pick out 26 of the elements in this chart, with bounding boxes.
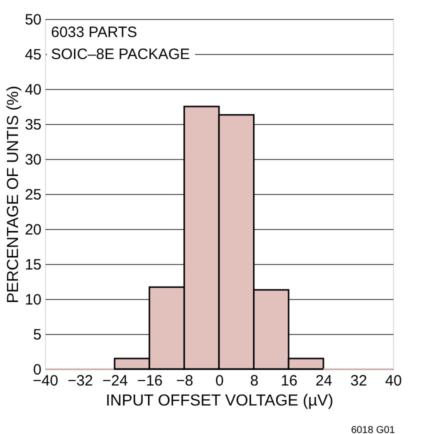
annotation: 6033 PARTS <box>51 24 138 41</box>
y-tick-label: 30 <box>24 152 42 168</box>
text: 6018 G01 <box>351 425 396 434</box>
y-axis-title: PERCENTAGE OF UNTIS (%) <box>4 86 22 304</box>
y-tick-label: 10 <box>24 292 42 308</box>
x-tick-label: 24 <box>316 372 332 390</box>
y-tick-label: 25 <box>24 186 42 204</box>
annotation: SOIC–8E PACKAGE <box>51 46 190 63</box>
y-tick-label: 50 <box>24 12 42 28</box>
x-tick-label: 0 <box>215 372 224 390</box>
x-tick-label: −24 <box>102 372 128 390</box>
x-tick-label: −32 <box>68 372 94 390</box>
x-tick-label: 8 <box>250 372 258 390</box>
y-tick-label: 45 <box>24 46 42 64</box>
x-axis-title: INPUT OFFSET VOLTAGE (µV) <box>106 392 334 410</box>
y-tick-label: 5 <box>33 326 42 344</box>
y-tick-label: 0 <box>33 362 42 378</box>
x-tick-label: 40 <box>385 372 402 390</box>
y-tick-label: 20 <box>24 222 42 238</box>
y-tick-label: 40 <box>24 82 42 98</box>
y-tick-label: 35 <box>24 116 42 134</box>
y-tick-label: 15 <box>24 256 42 274</box>
x-tick-label: 16 <box>280 372 298 390</box>
x-tick-label: 32 <box>350 372 368 390</box>
x-tick-label: −16 <box>137 372 163 390</box>
x-tick-label: −8 <box>176 372 194 390</box>
